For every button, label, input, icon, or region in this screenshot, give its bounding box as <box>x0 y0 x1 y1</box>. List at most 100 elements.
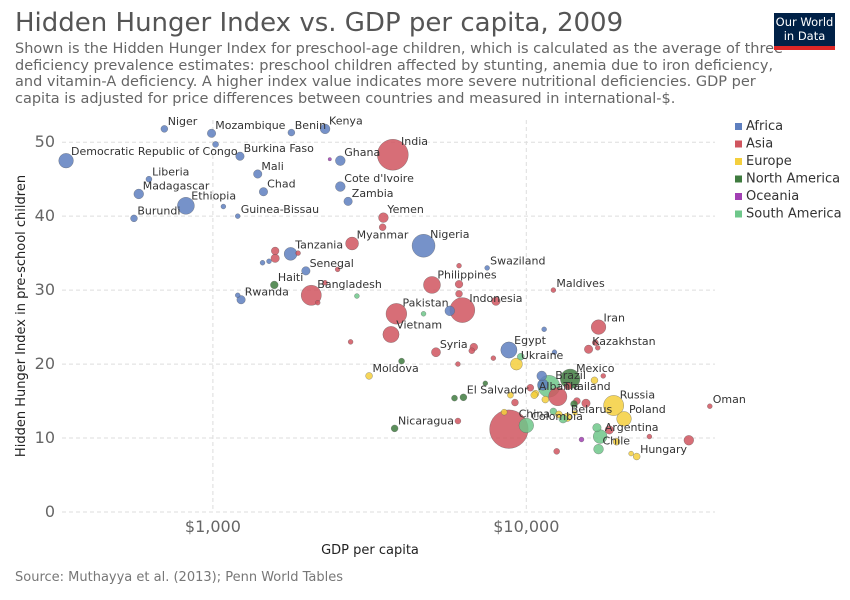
data-point[interactable] <box>616 411 632 427</box>
data-point[interactable] <box>322 280 328 286</box>
data-point[interactable] <box>500 341 518 359</box>
data-point[interactable] <box>270 253 280 263</box>
data-point[interactable] <box>300 284 322 306</box>
data-point[interactable] <box>482 380 489 387</box>
data-point[interactable] <box>378 223 387 231</box>
data-point[interactable] <box>266 258 272 264</box>
data-point[interactable] <box>385 303 408 325</box>
data-point[interactable] <box>570 400 578 408</box>
data-point[interactable] <box>628 450 634 457</box>
data-point[interactable] <box>295 250 301 256</box>
data-point[interactable] <box>564 382 572 390</box>
data-point[interactable] <box>382 326 400 343</box>
data-point[interactable] <box>484 265 490 271</box>
data-point[interactable] <box>632 452 641 461</box>
data-point[interactable] <box>212 141 219 148</box>
data-point[interactable] <box>592 339 599 346</box>
data-point[interactable] <box>500 408 508 416</box>
data-point[interactable] <box>683 435 694 446</box>
data-point[interactable] <box>411 233 436 258</box>
owid-logo[interactable]: Our World in Data <box>774 13 835 50</box>
data-point[interactable] <box>581 398 591 408</box>
data-point[interactable] <box>301 266 311 276</box>
data-point[interactable] <box>612 438 621 446</box>
data-point[interactable] <box>454 417 462 425</box>
data-point[interactable] <box>459 393 468 402</box>
data-point[interactable] <box>343 196 353 206</box>
data-point[interactable] <box>398 357 405 365</box>
data-point[interactable] <box>548 387 568 407</box>
data-point[interactable] <box>593 443 604 455</box>
data-point[interactable] <box>420 311 427 317</box>
data-point[interactable] <box>468 347 476 355</box>
data-point[interactable] <box>423 276 441 294</box>
data-point[interactable] <box>454 280 464 289</box>
data-point[interactable] <box>287 128 296 137</box>
data-point[interactable] <box>551 349 558 355</box>
data-point[interactable] <box>550 287 557 293</box>
data-point[interactable] <box>235 151 245 161</box>
data-point[interactable] <box>530 391 538 399</box>
data-point[interactable] <box>590 319 607 335</box>
data-point[interactable] <box>365 372 373 380</box>
data-point[interactable] <box>592 423 602 433</box>
data-point[interactable] <box>334 266 341 273</box>
data-point[interactable] <box>58 153 74 169</box>
data-point[interactable] <box>271 246 280 256</box>
data-point[interactable] <box>604 425 614 435</box>
data-point[interactable] <box>536 370 547 382</box>
data-point[interactable] <box>511 398 519 407</box>
data-point[interactable] <box>130 214 138 223</box>
data-point[interactable] <box>177 197 195 215</box>
legend-item[interactable]: North America <box>746 172 840 187</box>
data-point[interactable] <box>507 391 514 399</box>
data-point[interactable] <box>253 169 263 179</box>
legend-item[interactable]: Africa <box>746 119 783 134</box>
data-point[interactable] <box>258 187 268 197</box>
data-point[interactable] <box>319 123 331 135</box>
legend[interactable]: Africa Asia Europe North America Oceania Sout… <box>735 119 842 222</box>
legend-item[interactable]: Asia <box>746 137 773 152</box>
data-point[interactable] <box>451 394 458 402</box>
data-point[interactable] <box>541 395 550 404</box>
data-point[interactable] <box>455 361 461 367</box>
data-point[interactable] <box>354 293 360 299</box>
data-point[interactable] <box>646 433 653 440</box>
data-point[interactable] <box>707 403 713 409</box>
data-point[interactable] <box>160 125 169 133</box>
data-point[interactable] <box>578 436 585 443</box>
data-point[interactable] <box>603 395 625 416</box>
data-point[interactable] <box>456 263 462 269</box>
data-point[interactable] <box>572 410 578 416</box>
data-point[interactable] <box>345 236 359 251</box>
data-point[interactable] <box>145 175 153 183</box>
data-point[interactable] <box>235 213 241 219</box>
legend-item[interactable]: Oceania <box>746 189 799 204</box>
data-point[interactable] <box>600 373 606 379</box>
data-point[interactable] <box>347 339 354 345</box>
data-point[interactable] <box>455 290 463 298</box>
data-point[interactable] <box>444 305 455 316</box>
data-point[interactable] <box>378 212 389 223</box>
legend-item[interactable]: Europe <box>746 154 792 169</box>
data-point[interactable] <box>490 355 497 361</box>
data-point[interactable] <box>518 417 534 434</box>
data-point[interactable] <box>491 296 501 306</box>
data-point[interactable] <box>553 448 560 455</box>
data-point[interactable] <box>220 203 227 210</box>
data-point[interactable] <box>259 260 266 266</box>
data-point[interactable] <box>431 347 441 358</box>
data-point[interactable] <box>390 424 399 433</box>
data-point[interactable] <box>270 280 279 290</box>
data-point[interactable] <box>526 384 535 392</box>
data-point[interactable] <box>133 188 144 200</box>
data-point[interactable] <box>584 344 594 354</box>
data-point[interactable] <box>590 376 599 385</box>
data-point[interactable] <box>207 128 217 138</box>
data-point[interactable] <box>517 352 525 361</box>
data-point[interactable] <box>335 181 346 192</box>
data-point[interactable] <box>555 410 563 419</box>
data-point[interactable] <box>335 155 346 166</box>
legend-item[interactable]: South America <box>746 207 842 222</box>
data-point[interactable] <box>235 292 241 298</box>
